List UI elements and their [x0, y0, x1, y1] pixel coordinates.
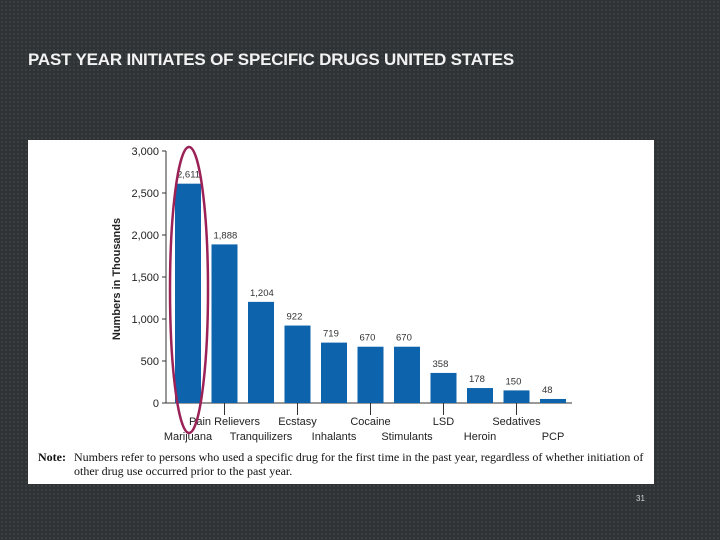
bar-value-label: 178 — [469, 374, 485, 385]
x-category-label: Heroin — [464, 431, 496, 443]
note-text: Numbers refer to persons who used a spec… — [74, 450, 644, 478]
bar-value-label: 48 — [542, 385, 553, 396]
bar — [248, 301, 274, 403]
x-category-label: Pain Relievers — [189, 416, 260, 428]
bar — [430, 372, 457, 403]
note-label: Note: — [38, 450, 66, 464]
bar-value-label: 358 — [433, 359, 449, 370]
bar-value-label: 2,611 — [177, 170, 200, 181]
x-category-label: Ecstasy — [278, 416, 317, 428]
bar — [357, 346, 384, 403]
x-category-label: Stimulants — [381, 431, 433, 443]
slide-title: PAST YEAR INITIATES OF SPECIFIC DRUGS UN… — [28, 50, 514, 69]
bar-value-label: 1,888 — [214, 230, 238, 241]
page-number: 31 — [636, 494, 645, 503]
y-tick-label: 500 — [141, 356, 159, 368]
y-tick-label: 2,500 — [131, 188, 159, 200]
bar-value-label: 150 — [506, 376, 522, 387]
y-tick-label: 1,500 — [131, 272, 159, 284]
x-category-label: Marijuana — [164, 431, 213, 443]
highlight-circle — [168, 145, 210, 435]
y-tick-label: 1,000 — [131, 314, 159, 326]
chart-panel: 0 500 1,000 1,500 2,000 2,500 3,000 Numbers in … — [28, 140, 654, 484]
x-category-label: Cocaine — [350, 416, 390, 428]
x-category-label: Sedatives — [492, 416, 541, 428]
x-category-label: LSD — [433, 416, 454, 428]
bar — [503, 390, 530, 403]
y-axis-label: Numbers in Thousands — [111, 218, 123, 340]
bar-value-label: 670 — [396, 333, 412, 344]
x-category-label: Tranquilizers — [230, 431, 293, 443]
bar — [175, 183, 201, 403]
y-tick-label: 3,000 — [131, 146, 159, 158]
y-tick-label: 0 — [153, 398, 159, 410]
x-category-label: Inhalants — [312, 431, 357, 443]
bar-value-label: 1,204 — [250, 288, 274, 299]
y-tick-label: 2,000 — [131, 230, 159, 242]
bar — [284, 325, 311, 403]
bar-chart: 0 500 1,000 1,500 2,000 2,500 3,000 Numbers in … — [111, 145, 572, 443]
bar-value-label: 719 — [323, 329, 339, 340]
bar — [211, 244, 238, 403]
bar-value-label: 670 — [360, 333, 376, 344]
bar — [321, 342, 347, 403]
bar — [467, 388, 493, 403]
bar-value-label: 922 — [287, 312, 303, 323]
x-category-label: PCP — [542, 431, 565, 443]
bar — [394, 346, 420, 403]
bar — [540, 398, 566, 403]
